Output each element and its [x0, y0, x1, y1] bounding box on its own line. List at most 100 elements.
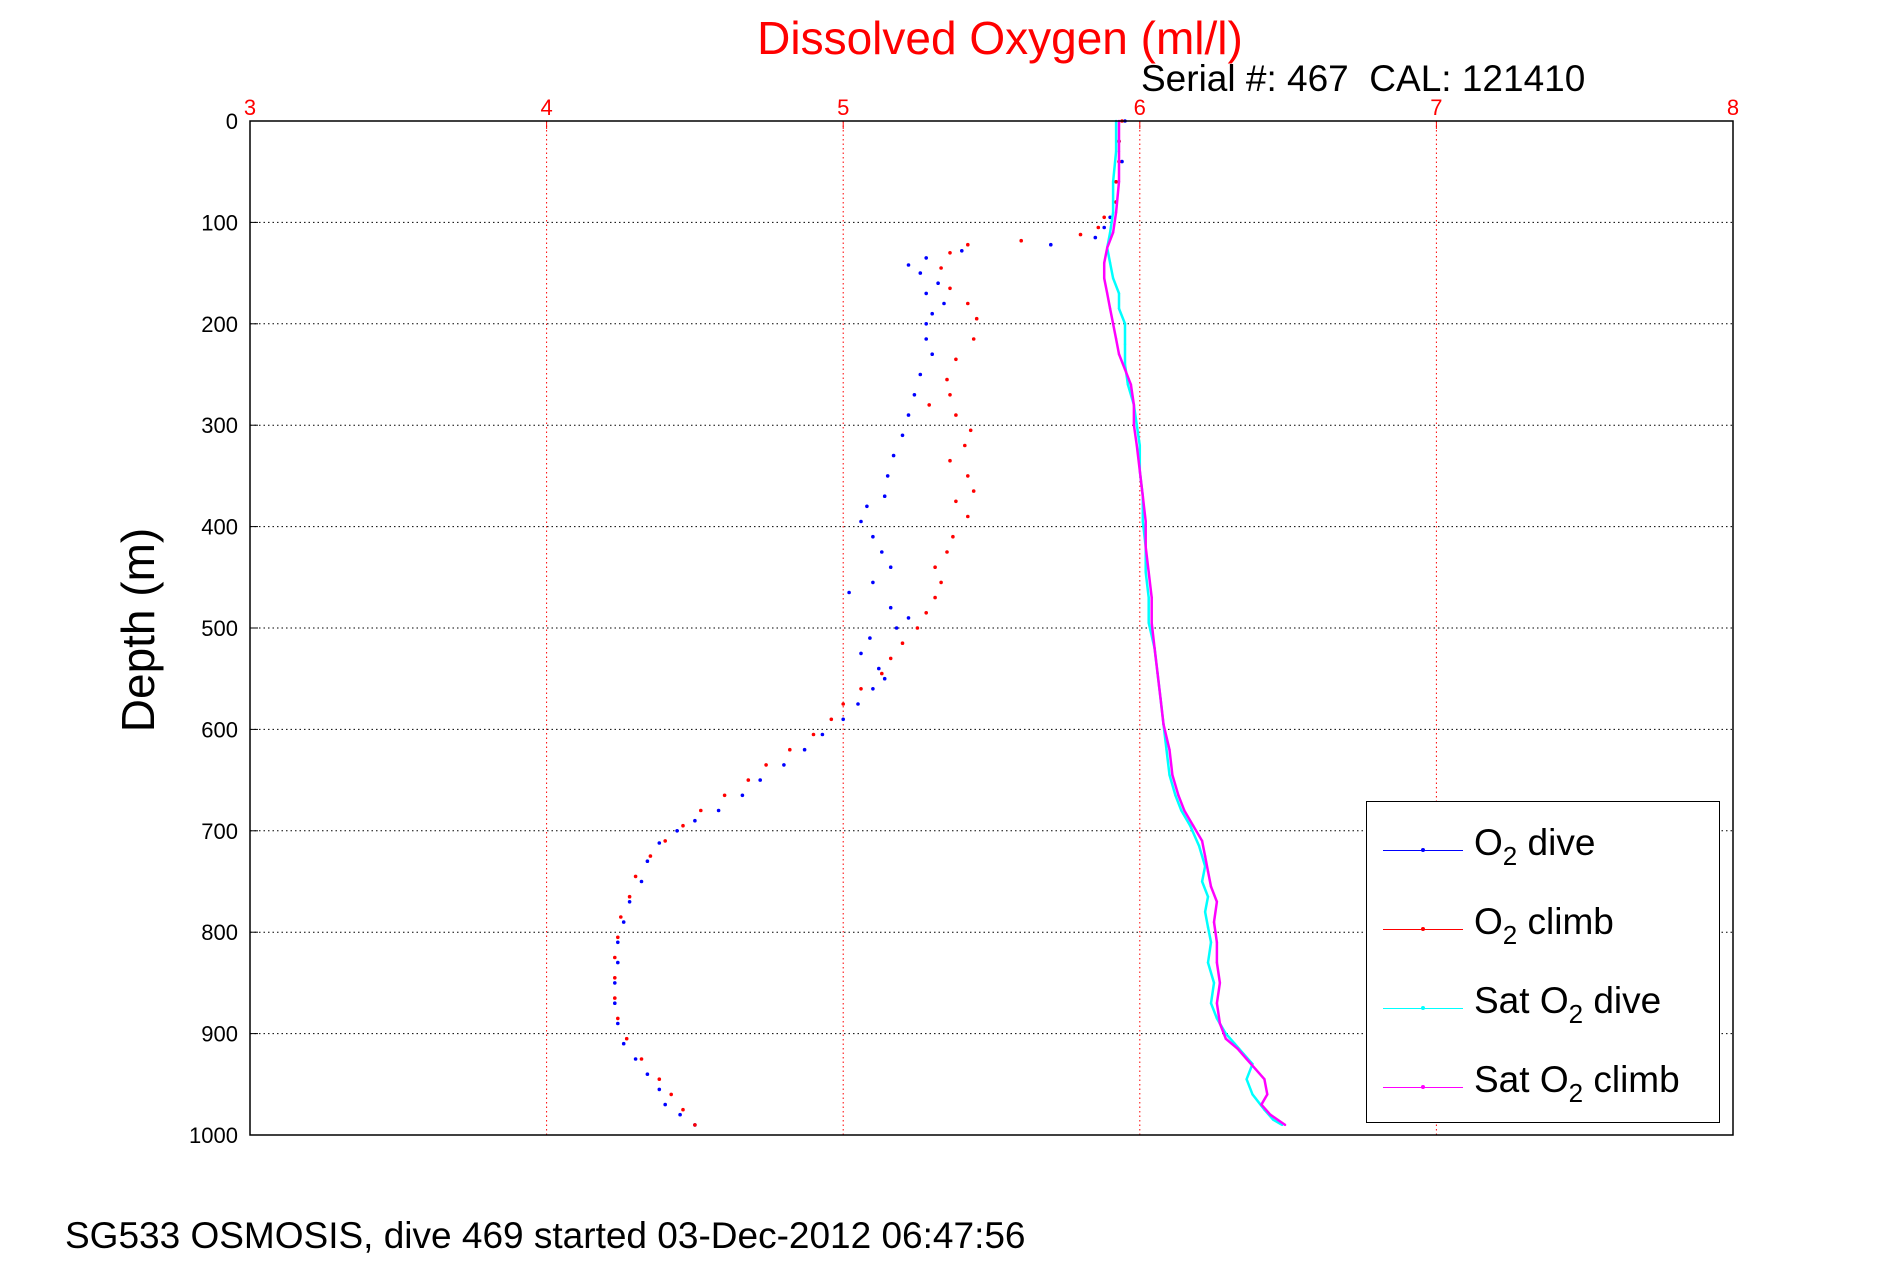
data-point — [657, 1087, 662, 1092]
data-point — [1114, 211, 1118, 214]
data-point — [939, 266, 943, 270]
data-point — [1123, 322, 1127, 325]
data-point — [1200, 880, 1204, 883]
legend-label-rest: climb — [1517, 901, 1614, 942]
data-point — [1114, 180, 1118, 184]
data-point — [1218, 1022, 1222, 1025]
data-point — [906, 616, 911, 620]
data-point — [1245, 1057, 1248, 1061]
data-point — [1162, 723, 1165, 726]
data-point — [1117, 292, 1121, 295]
data-point — [624, 1036, 629, 1041]
y-tick-label: 600 — [201, 717, 238, 742]
data-point — [1245, 1078, 1248, 1081]
data-point — [954, 357, 958, 362]
data-point — [788, 747, 792, 752]
data-point — [933, 595, 937, 600]
data-point — [1147, 571, 1150, 574]
data-point — [924, 322, 928, 326]
data-point — [1177, 794, 1180, 797]
legend-label-subscript: 2 — [1568, 1078, 1584, 1108]
data-point — [1263, 1078, 1266, 1081]
legend-label-rest: climb — [1583, 1059, 1680, 1100]
legend-entry: O2 dive — [1367, 812, 1719, 872]
data-point — [1114, 337, 1118, 341]
data-point — [619, 915, 623, 919]
data-point — [1111, 322, 1115, 325]
data-point — [613, 976, 617, 980]
data-point — [888, 605, 893, 610]
data-point — [1236, 1047, 1239, 1051]
axis-ticks: 3 4 5 6 7 8 0 100 200 300 400 500 600 700 800 900 1000 — [189, 95, 1739, 1148]
series-sat-o2-dive — [1105, 119, 1284, 1127]
data-point — [645, 1072, 650, 1076]
legend-label-main: O — [1474, 901, 1503, 942]
data-point — [1215, 941, 1219, 944]
data-point — [1224, 1037, 1228, 1040]
plot-series — [613, 119, 1287, 1127]
data-point — [1183, 809, 1186, 812]
data-point — [1120, 159, 1124, 164]
data-point — [716, 808, 721, 813]
legend-entry: O2 climb — [1367, 891, 1719, 951]
data-point — [1093, 235, 1098, 240]
series-o2-climb — [613, 119, 1124, 1127]
data-point — [1111, 277, 1115, 280]
y-tick-label: 400 — [201, 515, 238, 540]
data-point — [663, 1102, 667, 1107]
legend-entry: Sat O2 dive — [1367, 970, 1719, 1030]
data-point — [1135, 444, 1139, 447]
data-point — [1192, 824, 1195, 827]
data-point — [1254, 1067, 1257, 1071]
data-point — [1135, 424, 1139, 427]
data-point — [699, 808, 703, 813]
data-point — [966, 301, 970, 306]
data-point — [930, 352, 934, 357]
legend: O2 dive O2 climb Sat O2 dive Sat O2 climb — [1366, 801, 1720, 1123]
legend-label-subscript: 2 — [1568, 999, 1584, 1029]
data-point — [1126, 383, 1130, 386]
data-point — [645, 859, 650, 863]
data-point — [1144, 571, 1147, 574]
data-point — [1111, 211, 1115, 214]
data-point — [1132, 403, 1136, 407]
data-point — [693, 818, 697, 823]
data-point — [616, 940, 620, 945]
data-point — [1209, 1002, 1213, 1005]
data-point — [1283, 1123, 1287, 1127]
data-point — [616, 1016, 620, 1021]
data-point — [1103, 277, 1106, 280]
data-point — [882, 494, 887, 499]
data-point — [1111, 180, 1115, 183]
legend-label: O2 climb — [1474, 901, 1614, 951]
legend-marker — [1421, 1085, 1425, 1089]
data-point — [1251, 1093, 1254, 1096]
data-point — [616, 960, 620, 965]
data-point — [900, 433, 905, 438]
data-point — [1117, 150, 1121, 153]
data-point — [1203, 910, 1207, 914]
data-point — [1144, 520, 1147, 523]
data-point — [627, 900, 632, 904]
data-point — [924, 611, 928, 615]
data-point — [1203, 854, 1207, 858]
legend-label-main: O — [1474, 822, 1503, 863]
data-point — [639, 1057, 644, 1061]
y-tick-label: 900 — [201, 1022, 238, 1047]
data-point — [1138, 469, 1142, 472]
data-point — [639, 879, 644, 884]
data-point — [942, 301, 946, 306]
data-point — [1269, 1113, 1272, 1116]
data-point — [954, 499, 958, 504]
legend-label-subscript: 2 — [1502, 920, 1518, 950]
data-point — [948, 251, 952, 255]
data-point — [1102, 225, 1106, 230]
data-point — [1165, 748, 1168, 751]
data-point — [1138, 444, 1142, 447]
x-tick-label: 8 — [1727, 95, 1739, 120]
y-tick-label: 0 — [226, 109, 238, 134]
data-point — [930, 311, 934, 316]
data-point — [1141, 495, 1145, 498]
data-point — [616, 1021, 620, 1026]
data-point — [882, 676, 887, 681]
